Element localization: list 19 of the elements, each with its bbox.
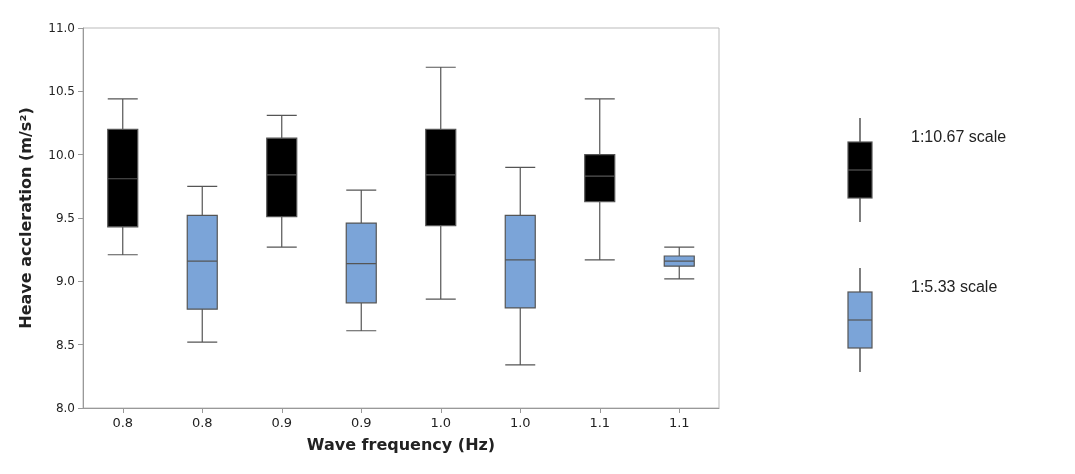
text: 1:5.33 scale	[911, 278, 998, 296]
y-tick-label: 9.5	[55, 211, 75, 225]
y-tick-label: 8.5	[55, 337, 75, 352]
y-tick-label: 10.5	[48, 84, 75, 99]
x-axis-title: Wave frequency (Hz)	[306, 434, 496, 454]
text: 1:10.67 scale	[911, 128, 1007, 146]
x-tick-label: 0.8	[112, 415, 134, 430]
x-tick-label: 1.0	[430, 415, 452, 430]
y-tick-label: 8.0	[55, 401, 75, 415]
x-tick-label: 1.1	[589, 415, 611, 430]
y-tick-label: 9.0	[55, 274, 75, 289]
x-tick-label: 0.8	[191, 415, 213, 430]
x-tick-label: 1.1	[668, 415, 690, 430]
y-tick-label: 10.0	[48, 147, 75, 162]
x-tick-label: 0.9	[350, 415, 372, 430]
y-tick-label: 11.0	[48, 21, 75, 35]
y-axis-title: Heave accleration (m/s²)	[15, 107, 35, 329]
x-tick-label: 0.9	[271, 415, 293, 430]
x-tick-label: 1.0	[509, 415, 531, 430]
